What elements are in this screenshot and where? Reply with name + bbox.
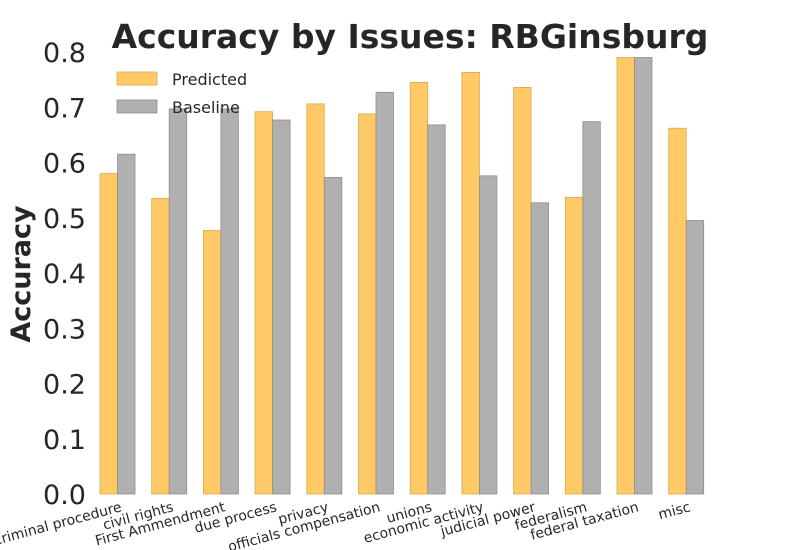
y-tick-label: 0.2 xyxy=(43,370,86,401)
predicted-bar xyxy=(513,87,532,495)
baseline-bar xyxy=(478,175,498,495)
predicted-bar xyxy=(151,197,170,495)
predicted-bar xyxy=(202,230,222,495)
y-tick-label: 0.8 xyxy=(43,38,86,69)
y-tick-label: 0.4 xyxy=(43,259,86,290)
y-tick-label: 0.5 xyxy=(43,204,86,235)
predicted-bar xyxy=(668,127,687,495)
baseline-bar xyxy=(685,220,705,495)
predicted-bar xyxy=(306,103,325,495)
predicted-bar xyxy=(616,57,635,495)
y-tick-label: 0.7 xyxy=(43,93,86,124)
legend-swatch-predicted xyxy=(116,71,158,86)
y-axis-ticks: 0.0 0.1 0.2 0.3 0.4 0.5 0.6 0.7 0.8 xyxy=(43,38,86,511)
chart-title: Accuracy by Issues: RBGinsburg xyxy=(112,17,709,56)
baseline-bar xyxy=(168,108,188,495)
predicted-bar xyxy=(461,72,480,495)
x-tick-label: misc xyxy=(657,499,693,523)
baseline-bar xyxy=(530,202,549,495)
baseline-bar xyxy=(634,57,653,495)
legend-swatch-baseline xyxy=(116,99,158,114)
baseline-bar xyxy=(375,91,394,495)
predicted-bar xyxy=(99,173,118,495)
y-tick-label: 0.3 xyxy=(43,314,86,345)
baseline-bar xyxy=(427,124,446,495)
legend: Predicted Baseline xyxy=(116,70,247,117)
predicted-bar xyxy=(564,196,584,495)
y-axis-label: Accuracy xyxy=(6,205,37,343)
legend-label-predicted: Predicted xyxy=(172,70,247,89)
baseline-bar xyxy=(582,121,601,495)
y-tick-label: 0.0 xyxy=(43,480,86,511)
predicted-bar xyxy=(409,82,429,495)
baseline-bar xyxy=(323,176,343,495)
predicted-bar xyxy=(254,111,274,495)
baseline-bar xyxy=(117,153,136,495)
baseline-bar xyxy=(272,119,291,495)
y-tick-label: 0.6 xyxy=(43,149,86,180)
y-tick-label: 0.1 xyxy=(43,425,86,456)
baseline-bar xyxy=(220,108,239,495)
bars xyxy=(99,57,705,495)
legend-label-baseline: Baseline xyxy=(172,98,240,117)
predicted-bar xyxy=(358,113,377,495)
